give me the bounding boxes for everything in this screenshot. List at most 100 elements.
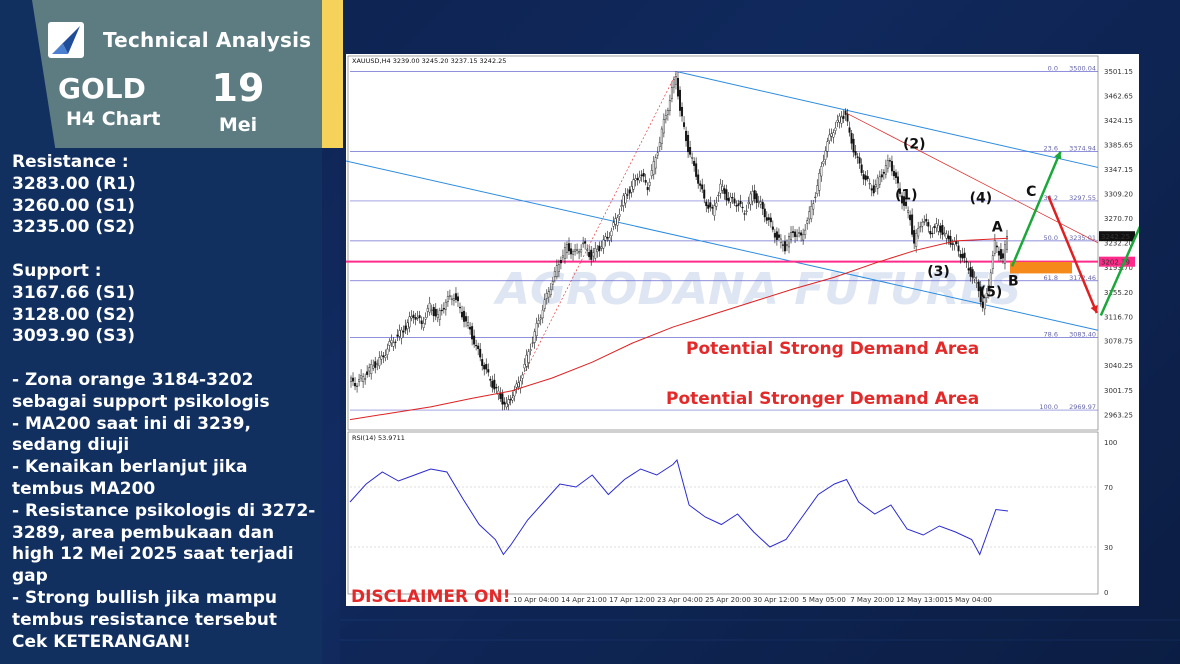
candle-body [446,296,449,303]
candle-body [428,302,431,313]
candle-body [933,226,936,228]
candle-body [959,253,962,258]
wave-label: (4) [970,191,993,207]
candle-body [707,204,710,209]
candle-body [957,245,960,252]
candle-body [733,198,736,204]
brand-logo-icon [48,22,84,58]
candle-body [600,246,603,249]
candle-body [622,195,625,206]
candle-body [759,201,762,205]
candle-body [723,188,726,194]
candle-body [905,201,908,207]
accent-tab [322,0,343,148]
support-title: Support : [12,260,102,281]
green-arrow-head [1054,151,1062,160]
candle-body [356,385,359,388]
red-arrow-head [1090,305,1098,313]
candle-body [880,174,883,178]
candle-body [438,310,441,320]
channel-upper-line [676,71,1099,168]
candle-body [719,183,722,194]
note-bullet: - Kenaikan berlanjut jika tembus MA200 [12,457,248,499]
candle-body [580,249,583,253]
candle-body [1005,236,1008,250]
candle-body [420,320,423,324]
candle-body [606,236,609,239]
candle-body [501,393,504,405]
candle-body [396,334,399,337]
candle-body [584,241,587,244]
candle-body [541,309,544,319]
rsi-tick-label: 30 [1104,544,1113,552]
candle-body [509,399,512,401]
note-bullet: - Strong bullish jika mampu tembus resis… [12,587,278,630]
candle-body [414,317,417,320]
candle-body [838,115,841,123]
y-tick-label: 3501.15 [1104,68,1133,76]
candle-body [456,296,459,302]
y-tick-label: 3155.20 [1104,289,1133,297]
candle-body [436,314,439,318]
candle-body [424,317,427,320]
fib-price-label: 3083.40 [1069,331,1096,339]
candle-body [695,163,698,177]
wave-label: C [1026,184,1036,200]
candle-body [911,214,914,235]
candle-body [842,115,845,119]
resistance-level: 3260.00 (S1) [12,195,135,216]
chart-header: XAUUSD,H4 3239.00 3245.20 3237.15 3242.2… [352,57,506,65]
candle-body [517,382,520,387]
candle-body [549,289,552,296]
candle-body [650,170,653,177]
x-tick-label: 23 Apr 04:00 [657,596,703,604]
candle-body [632,179,635,190]
note-bullet: - Resistance psikologis di 3272-3289, ar… [12,500,316,587]
candle-body [434,308,437,317]
candle-body [551,281,554,285]
candle-body [539,317,542,320]
chart-panel[interactable]: XAUUSD,H4 3239.00 3245.20 3237.15 3242.2… [346,54,1139,606]
candle-body [402,330,405,333]
green-arrow [1010,150,1062,267]
candle-body [816,185,819,194]
resistance-title: Resistance : [12,152,129,172]
candle-body [553,271,556,277]
candle-body [398,330,401,337]
rsi-header: RSI(14) 53.9711 [352,434,405,442]
candle-body [594,248,597,259]
candle-body [937,224,940,232]
candle-body [459,306,462,309]
candle-body [800,232,803,236]
candle-body [810,206,813,220]
candle-body [642,172,645,177]
candle-body [531,342,534,344]
candle-body [747,202,750,204]
candle-body [656,152,659,156]
candle-body [870,188,873,191]
candle-body [493,379,496,390]
candle-body [777,234,780,238]
candle-body [781,244,784,246]
candle-body [448,295,451,297]
candle-body [886,160,889,169]
candle-body [991,255,994,269]
candle-body [674,76,677,85]
candle-body [376,363,379,365]
green-arrow [1099,225,1139,317]
candle-body [836,120,839,123]
candle-body [993,240,996,254]
candle-body [961,253,964,259]
channel-lower-line [346,160,1099,331]
candle-body [715,202,718,207]
candle-body [452,298,455,301]
candle-body [676,77,679,97]
candle-body [515,383,518,388]
price-chart[interactable]: XAUUSD,H4 3239.00 3245.20 3237.15 3242.2… [346,54,1139,606]
candle-body [919,226,922,228]
wave-label: A [992,219,1003,235]
candle-body [392,342,395,347]
candle-body [527,351,530,363]
candle-body [969,267,972,277]
candle-body [471,326,474,340]
